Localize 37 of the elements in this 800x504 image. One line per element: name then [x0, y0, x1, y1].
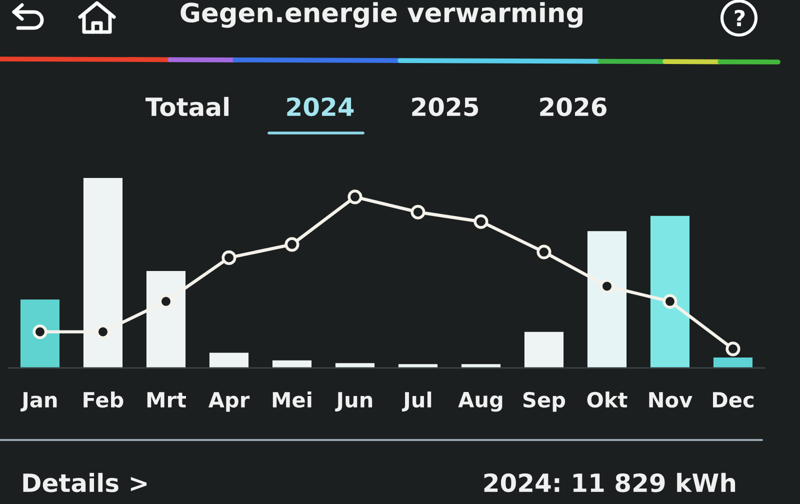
x-tick-label: Okt — [587, 392, 628, 408]
bar — [650, 216, 690, 368]
point — [600, 278, 614, 294]
x-tick-label: Mei — [272, 392, 312, 408]
bar — [20, 300, 60, 368]
point — [410, 204, 426, 220]
x-tick-label: Mrt — [147, 392, 186, 408]
text: 2024: 11 829 kWh — [484, 472, 736, 492]
x-tick-label: Dec — [713, 392, 754, 408]
bar — [209, 352, 249, 368]
x-tick-label: Nov — [649, 392, 692, 408]
point — [536, 244, 552, 260]
text: 2026 — [540, 97, 606, 116]
point — [662, 294, 678, 309]
text: 2024 — [287, 97, 354, 116]
point — [284, 237, 300, 252]
x-tick-label: Jul — [402, 392, 432, 412]
bar — [713, 357, 753, 368]
x-tick-label: Sep — [523, 392, 566, 412]
point — [96, 324, 110, 340]
x-tick-label: Aug — [458, 392, 502, 412]
x-tick-label: Jun — [335, 392, 372, 412]
bar — [524, 332, 564, 368]
point — [348, 190, 362, 204]
text: Totaal — [146, 96, 228, 116]
point — [726, 342, 740, 356]
x-tick-label: Apr — [208, 392, 250, 412]
point — [158, 294, 174, 309]
point — [474, 214, 488, 229]
text: Details > — [23, 472, 147, 492]
point — [32, 324, 48, 340]
text: 2025 — [412, 97, 478, 116]
bar — [587, 231, 627, 368]
x-tick-label: Jan — [20, 392, 57, 412]
chart-title: Gegen.energie verwarming — [180, 2, 582, 28]
x-tick-label: Feb — [84, 392, 124, 408]
point — [222, 250, 236, 266]
